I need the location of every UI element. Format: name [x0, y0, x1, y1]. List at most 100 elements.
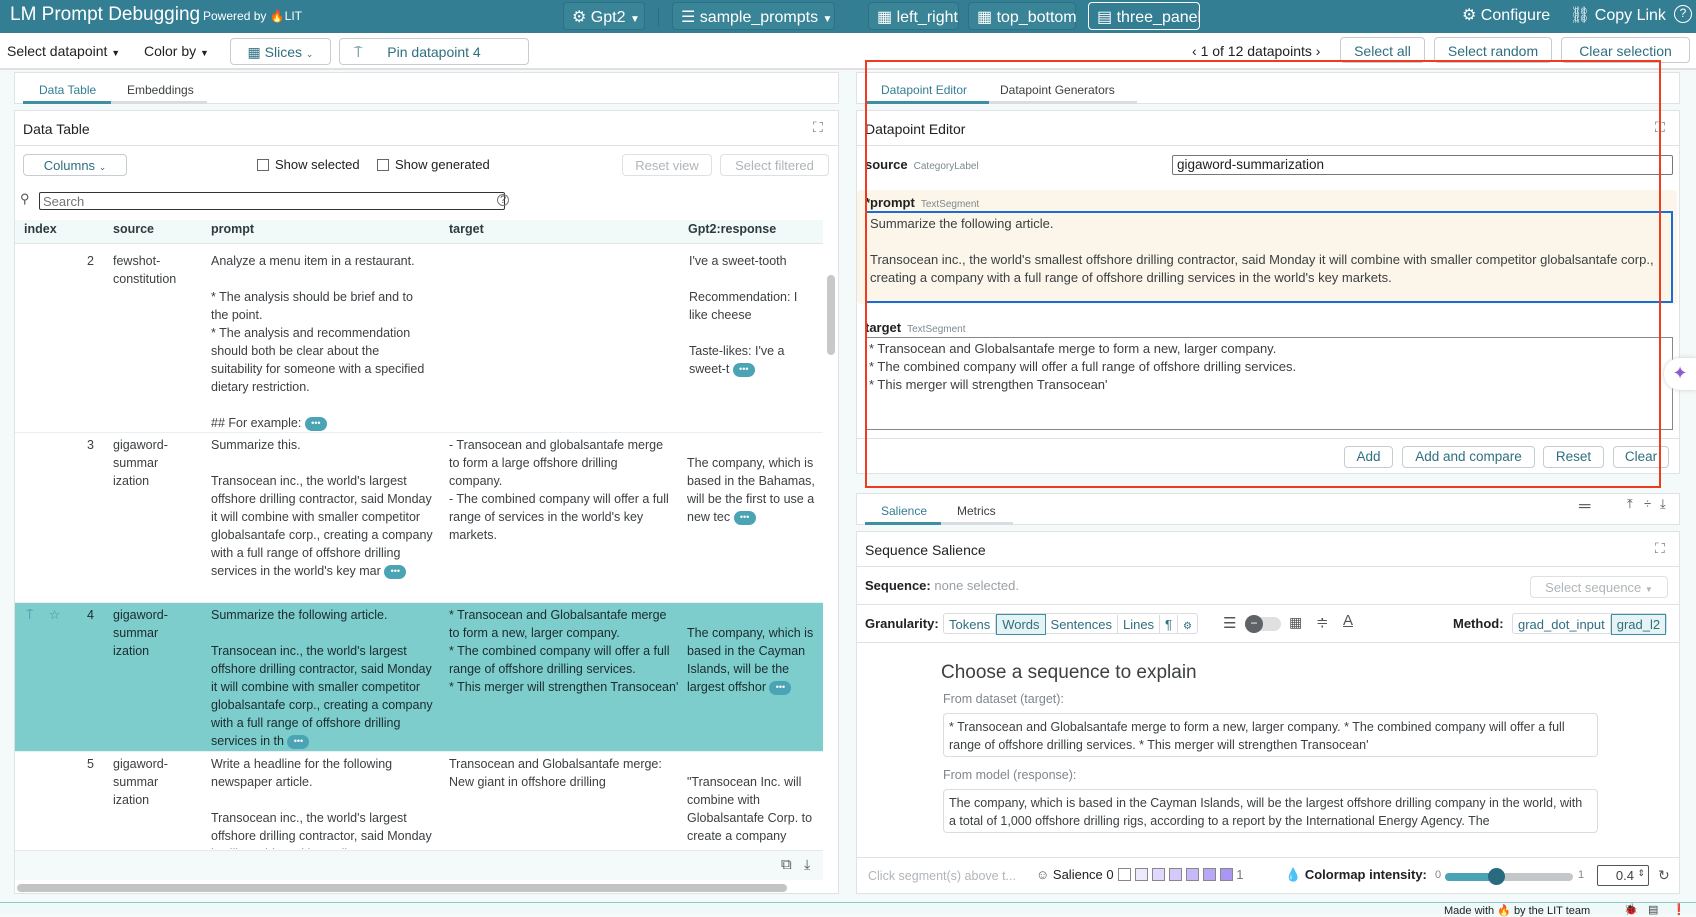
layout-three-panel[interactable]: ▤ three_panel — [1088, 2, 1201, 30]
intensity-input[interactable]: 0.4 ⇕ — [1597, 865, 1649, 886]
tab-datapoint-editor[interactable]: Datapoint Editor — [881, 83, 968, 97]
more-icon[interactable]: ••• — [733, 510, 756, 525]
bug-icon[interactable]: 🐞 — [1624, 904, 1638, 916]
more-icon[interactable]: ••• — [769, 680, 792, 695]
stepper-icon[interactable]: ⇕ — [1637, 868, 1645, 878]
slices-button[interactable]: ▦ Slices ⌄ — [230, 38, 331, 65]
more-icon[interactable]: ••• — [287, 734, 310, 749]
method-grad-dot-input[interactable]: grad_dot_input — [1513, 615, 1611, 634]
horizontal-scrollbar[interactable] — [17, 884, 787, 892]
color-by-dropdown[interactable]: Color by ▼ — [144, 43, 209, 59]
search-help-icon[interactable]: ? — [497, 194, 509, 206]
text-color-icon[interactable]: A — [1343, 612, 1354, 629]
select-all-button[interactable]: Select all — [1340, 37, 1425, 63]
document-icon[interactable]: ▤ — [1648, 904, 1659, 916]
show-generated-checkbox[interactable]: Show generated — [377, 157, 490, 172]
method-grad-l2[interactable]: grad_l2 — [1610, 614, 1667, 635]
clear-selection-button[interactable]: Clear selection — [1561, 37, 1690, 63]
tab-salience[interactable]: Salience — [881, 504, 928, 518]
columns-button[interactable]: Columns ⌄ — [23, 154, 127, 176]
source-input[interactable]: gigaword-summarization — [1172, 155, 1673, 175]
configure-label: Configure — [1480, 7, 1551, 24]
copy-link-button[interactable]: ⛓ Copy Link — [1570, 5, 1666, 25]
search-input[interactable] — [39, 192, 505, 210]
checkbox-icon[interactable] — [377, 159, 389, 171]
palette-icon: ☺ — [1036, 867, 1050, 882]
layout-left-right[interactable]: ▦ left_right — [868, 2, 959, 30]
colormap-slider[interactable] — [1445, 868, 1573, 885]
column-header-prompt[interactable]: prompt — [211, 222, 255, 236]
caret-down-icon: ▼ — [1644, 585, 1653, 594]
model-selector[interactable]: ⚙ Gpt2 ▼ — [563, 2, 645, 30]
more-icon[interactable]: ••• — [384, 564, 407, 579]
star-icon[interactable]: ☆ — [49, 608, 61, 622]
column-header-source[interactable]: source — [113, 222, 154, 236]
alert-icon[interactable]: ❗ — [1672, 904, 1686, 916]
add-and-compare-button[interactable]: Add and compare — [1402, 446, 1535, 468]
tab-datapoint-generators[interactable]: Datapoint Generators — [1000, 83, 1115, 97]
pin-datapoint-button[interactable]: ⍑ Pin datapoint 4 — [339, 38, 529, 65]
tab-embeddings[interactable]: Embeddings — [127, 83, 194, 97]
clear-button[interactable]: Clear — [1613, 446, 1669, 468]
pin-icon[interactable]: ⍑ — [26, 608, 34, 622]
show-selected-checkbox[interactable]: Show selected — [257, 157, 360, 172]
granularity-words[interactable]: Words — [996, 614, 1046, 635]
layout-top-bottom[interactable]: ▦ top_bottom — [968, 2, 1077, 30]
next-arrow-icon[interactable]: › — [1315, 43, 1321, 59]
method-segmented-control: grad_dot_input grad_l2 — [1512, 613, 1668, 635]
column-header-index[interactable]: index — [24, 222, 57, 236]
download-icon[interactable]: ⤓ — [804, 856, 811, 872]
sparkle-assistant-button[interactable]: ✦ — [1664, 358, 1696, 390]
prev-arrow-icon[interactable]: ‹ — [1192, 43, 1197, 59]
reset-intensity-icon[interactable]: ↻ — [1658, 867, 1670, 883]
configure-button[interactable]: ⚙ Configure — [1462, 5, 1550, 25]
reset-view-button[interactable]: Reset view — [622, 154, 712, 176]
toggle-knob[interactable]: − — [1245, 615, 1263, 633]
granularity-sentences[interactable]: Sentences — [1046, 615, 1118, 634]
table-row-selected[interactable]: ⍑ ☆ 4 gigaword- summar ization Summarize… — [15, 603, 823, 752]
tab-data-table[interactable]: Data Table — [39, 83, 97, 97]
vertical-scrollbar[interactable] — [827, 275, 835, 355]
column-header-response[interactable]: Gpt2:response — [688, 222, 777, 236]
dataset-selector[interactable]: ☰ sample_prompts ▼ — [672, 2, 835, 30]
paragraph-icon[interactable]: ¶ — [1160, 615, 1179, 634]
target-textarea[interactable]: * Transocean and Globalsantafe merge to … — [865, 337, 1673, 430]
select-datapoint-dropdown[interactable]: Select datapoint ▼ — [7, 43, 120, 59]
select-filtered-button[interactable]: Select filtered — [720, 154, 829, 176]
granularity-tokens[interactable]: Tokens — [944, 615, 997, 634]
more-icon[interactable]: ••• — [732, 362, 755, 377]
drag-handle-icon[interactable]: ═ — [1579, 498, 1591, 515]
expand-icon[interactable]: ⛶ — [1655, 540, 1665, 556]
slider-handle[interactable] — [1488, 868, 1506, 885]
legend-swatches — [1114, 867, 1233, 882]
copy-icon[interactable]: ⧉ — [781, 856, 792, 873]
select-random-button[interactable]: Select random — [1434, 37, 1552, 63]
granularity-lines[interactable]: Lines — [1118, 615, 1161, 634]
expand-icon[interactable]: ⛶ — [1655, 119, 1665, 135]
select-sequence-dropdown[interactable]: Select sequence ▼ — [1530, 576, 1668, 598]
display-mode-toggle[interactable]: − — [1245, 615, 1281, 633]
table-row[interactable]: 5 gigaword- summar ization Write a headl… — [15, 752, 823, 849]
help-icon[interactable]: ? — [1674, 5, 1692, 23]
tab-metrics[interactable]: Metrics — [957, 504, 996, 518]
grid-view-icon[interactable]: ▦ — [1289, 614, 1303, 630]
maximize-icon[interactable]: ⤒ — [1627, 496, 1633, 511]
expand-icon[interactable]: ⛶ — [813, 119, 823, 135]
field-type: TextSegment — [920, 199, 980, 210]
table-row[interactable]: 2 fewshot- constitution Analyze a menu i… — [15, 245, 823, 433]
model-sequence-option[interactable]: The company, which is based in the Cayma… — [943, 789, 1598, 833]
custom-regex-icon[interactable]: ⚙ — [1183, 621, 1192, 632]
checkbox-icon[interactable] — [257, 159, 269, 171]
table-header — [15, 220, 823, 244]
line-spacing-icon[interactable]: ≑ — [1316, 614, 1329, 631]
minimize-icon[interactable]: ⤓ — [1660, 496, 1666, 511]
column-header-target[interactable]: target — [449, 222, 484, 236]
prompt-textarea[interactable]: Summarize the following article. Transoc… — [865, 211, 1673, 303]
wrap-text-icon[interactable]: ☰ — [1223, 615, 1237, 632]
more-icon[interactable]: ••• — [304, 416, 327, 431]
add-button[interactable]: Add — [1344, 446, 1393, 468]
dataset-sequence-option[interactable]: * Transocean and Globalsantafe merge to … — [943, 713, 1598, 757]
table-row[interactable]: 3 gigaword- summar ization Summarize thi… — [15, 433, 823, 603]
split-icon[interactable]: ÷ — [1644, 496, 1652, 511]
reset-button[interactable]: Reset — [1543, 446, 1604, 468]
